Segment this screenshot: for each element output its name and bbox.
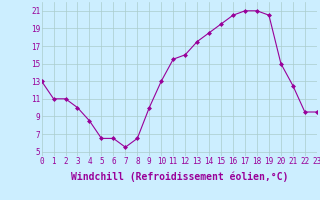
X-axis label: Windchill (Refroidissement éolien,°C): Windchill (Refroidissement éolien,°C) — [70, 172, 288, 182]
